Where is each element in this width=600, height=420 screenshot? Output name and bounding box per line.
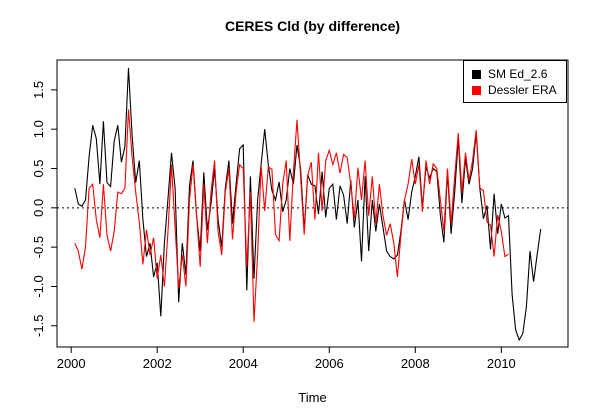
legend-item-dessler: Dessler ERA xyxy=(472,82,560,98)
y-axis-tick-label: -1.5 xyxy=(31,315,46,337)
legend-label: Dessler ERA xyxy=(488,83,557,97)
plot-frame xyxy=(56,59,569,348)
x-axis-tick-label: 2010 xyxy=(487,356,516,371)
y-axis-tick-label: 0.5 xyxy=(31,159,46,177)
y-axis-tick-label: -1.0 xyxy=(31,275,46,297)
x-axis-tick-label: 2004 xyxy=(229,356,258,371)
x-axis-tick-label: 2008 xyxy=(401,356,430,371)
y-axis-tick-label: -0.5 xyxy=(31,236,46,258)
x-axis-title: Time xyxy=(298,390,327,405)
x-axis-tick-label: 2000 xyxy=(57,356,86,371)
legend: SM Ed_2.6 Dessler ERA xyxy=(463,60,567,103)
series-line-1 xyxy=(74,109,509,322)
y-axis-tick-label: 1.5 xyxy=(31,81,46,99)
x-axis-tick-label: 2002 xyxy=(143,356,172,371)
legend-item-sm-ed: SM Ed_2.6 xyxy=(472,66,560,82)
chart-title: CERES Cld (by difference) xyxy=(224,18,401,34)
y-axis-tick-label: 1.0 xyxy=(31,120,46,138)
legend-label: SM Ed_2.6 xyxy=(488,67,548,81)
x-axis-tick-label: 2006 xyxy=(315,356,344,371)
legend-swatch-black-square-icon xyxy=(472,69,481,79)
series-line-0 xyxy=(74,67,542,342)
y-axis-tick-label: 0.0 xyxy=(31,199,46,217)
legend-swatch-red-square-icon xyxy=(472,85,481,95)
